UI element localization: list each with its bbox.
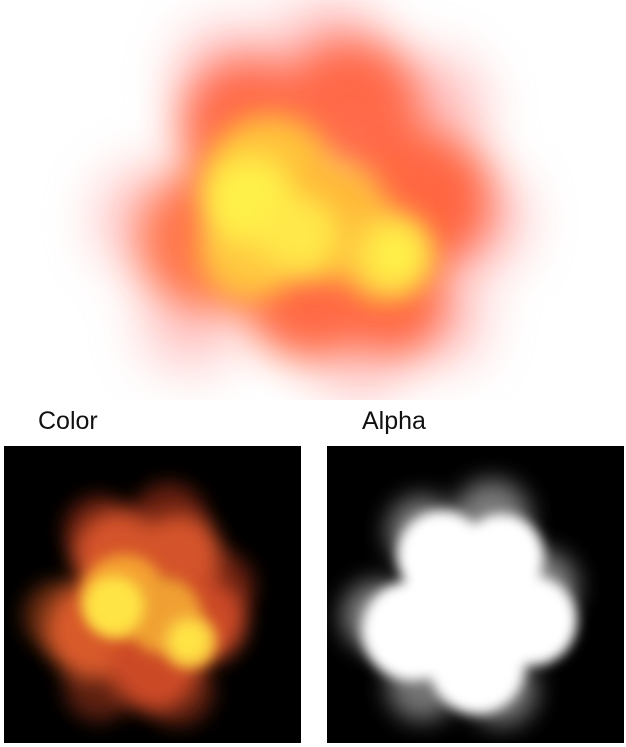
explosion-composite-image [95,0,525,400]
alpha-channel-panel [327,446,624,743]
color-channel-image [4,446,301,743]
alpha-channel-image [327,446,624,743]
explosion-composite-svg [95,0,525,400]
color-caption: Color [38,407,98,435]
color-channel-panel [4,446,301,743]
alpha-caption: Alpha [362,407,426,435]
